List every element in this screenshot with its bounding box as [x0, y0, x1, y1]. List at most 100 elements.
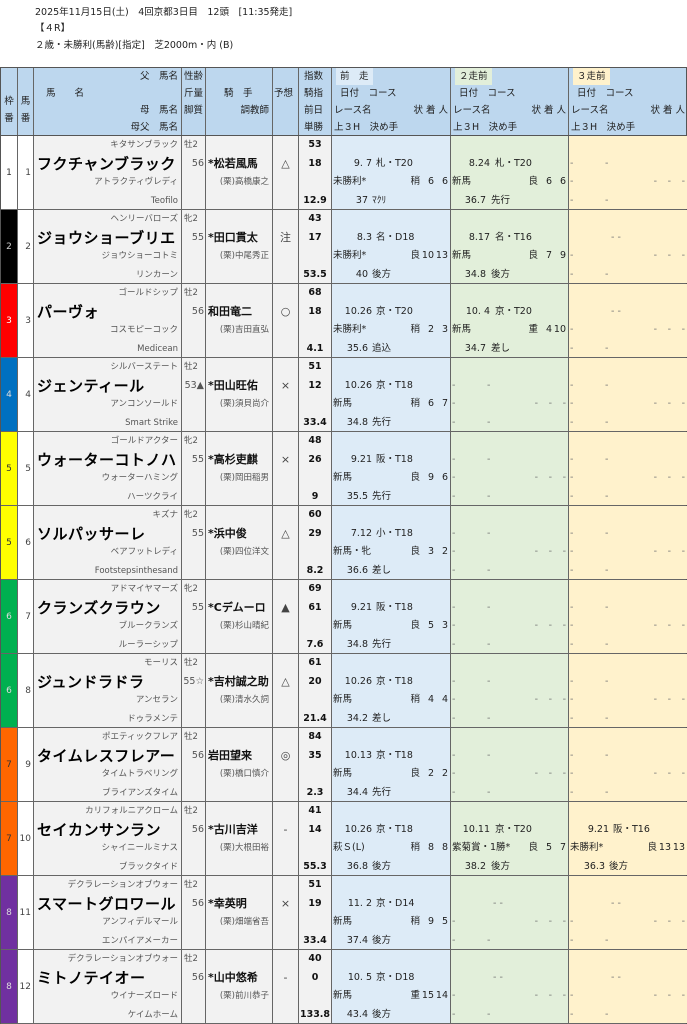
jockey-name[interactable]: *田山旺佑 — [208, 378, 258, 392]
jockey-name[interactable]: 和田竜二 — [208, 304, 252, 318]
jockey-name[interactable]: *幸英明 — [208, 896, 247, 910]
weight: 56 — [191, 305, 204, 317]
final-3h: 38.2 — [464, 860, 486, 872]
running-style: 差し — [491, 342, 511, 354]
prediction-mark: ◎ — [280, 748, 291, 762]
race-course: - — [605, 527, 609, 539]
jockey-name[interactable]: *Cデムーロ — [208, 600, 266, 614]
horse-name[interactable]: セイカンサンラン — [37, 820, 162, 839]
race-course: - — [487, 601, 491, 613]
horse-number: 7 — [18, 580, 34, 653]
prediction-mark: × — [280, 452, 291, 466]
jockey-name[interactable]: *田口貫太 — [208, 230, 258, 244]
horse-number: 1 — [18, 136, 34, 209]
past-race-3: - ------- — [569, 284, 687, 357]
header-status: 状 着 人 — [413, 105, 448, 116]
index-value: 41 — [308, 805, 322, 816]
weight: 56 — [191, 971, 204, 983]
jockey-name[interactable]: *吉村誠之助 — [208, 674, 269, 688]
popularity: 5 — [441, 916, 448, 927]
past-race-3: 9.21 阪・T16 未勝利* 良 13 13 36.3 後方 — [569, 802, 687, 875]
race-result: ---- — [451, 469, 568, 488]
sex-weight-cell: 牡2 56 — [182, 136, 206, 209]
entry-table: 枠番 馬番 父 馬名 馬 名 母 馬名 母父 馬名 性齢 斤量 脚質 騎 手 調… — [0, 67, 687, 1024]
final-3h: 36.7 — [464, 194, 486, 206]
track-condition: 良 — [410, 620, 420, 631]
jockey-name[interactable]: *山中悠希 — [208, 970, 258, 984]
jockey-name[interactable]: *高杉吏麒 — [208, 452, 258, 466]
horse-name[interactable]: パーヴォ — [37, 302, 100, 321]
horse-name[interactable]: ソルパッサーレ — [37, 524, 146, 543]
table-row: 2 2 ヘンリーバローズ ジョウショーブリエ ジョウショーコトミ リンカーン 牝2 55 *田口… — [1, 210, 687, 284]
race-final: -- — [451, 488, 568, 506]
jockey-cell: *山中悠希 (栗)前川恭子 — [206, 950, 273, 1023]
finish-place: 3 — [427, 546, 434, 557]
horse-name[interactable]: ジェンティール — [37, 376, 145, 395]
race-course: 京・T18 — [376, 675, 413, 687]
jockey-index-value: 19 — [308, 897, 322, 909]
race-date: - — [452, 527, 456, 539]
horse-name[interactable]: スマートグロワール — [37, 894, 177, 913]
sire-name: キズナ — [152, 510, 178, 520]
header-name: 馬 名 — [46, 88, 85, 99]
table-row: 6 7 アドマイヤマーズ クランズクラウン ブルークランズ ルーラーシップ 牝2 55 *Cデム… — [1, 580, 687, 654]
header-win-odds: 単勝 — [304, 122, 324, 133]
race-result: 新馬・牝 良 3 2 — [332, 543, 450, 562]
race-final: -- — [451, 710, 568, 728]
race-final: 37.4 後方 — [332, 932, 450, 950]
header-jockey: 騎 手 — [224, 88, 253, 99]
final-3h: 37.4 — [346, 934, 368, 946]
horse-name[interactable]: タイムレスフレアー — [37, 746, 176, 765]
race-final: -- — [569, 710, 687, 728]
trainer-name: (栗)中尾秀正 — [219, 251, 269, 261]
finish-place: - — [548, 916, 552, 927]
horse-name[interactable]: ジュンドラドラ — [37, 672, 145, 691]
race-course: 京・T20 — [495, 305, 532, 317]
sire-name: ヘンリーバローズ — [110, 214, 179, 224]
horse-name-cell: カリフォルニアクローム セイカンサンラン シャイニールミナス ブラックタイド — [34, 802, 182, 875]
waku-number: 1 — [1, 136, 18, 209]
horse-name[interactable]: ジョウショーブリエ — [37, 228, 176, 247]
header-mark: 予想 — [274, 88, 294, 99]
past-race-1: 9. 7 札・T20 未勝利* 稍 6 6 37 ﾏｸﾘ — [332, 136, 451, 209]
prediction-cell: × — [273, 432, 299, 505]
finish-place: 13 — [658, 842, 671, 853]
final-3h: - — [570, 1008, 574, 1020]
damsire-name: ケイムホーム — [127, 1009, 178, 1020]
race-date-course: - - — [569, 895, 687, 914]
header-uma-2: 番 — [20, 113, 31, 124]
running-style: - — [605, 786, 609, 798]
header-trainer: 調教師 — [240, 105, 269, 116]
race-date-course: -- — [451, 525, 568, 544]
jockey-name[interactable]: *浜中俊 — [208, 526, 247, 540]
trainer-name: (栗)杉山晴紀 — [219, 621, 269, 631]
horse-name[interactable]: フクチャンブラック — [37, 154, 176, 173]
race-course: 名・D18 — [376, 231, 415, 243]
race-final: -- — [569, 562, 687, 580]
race-date: 9.21 — [587, 823, 609, 835]
popularity: - — [681, 176, 685, 187]
horse-name[interactable]: ウォーターコトノハ — [37, 450, 177, 469]
race-name: - — [452, 916, 456, 927]
sex-weight-cell: 牡2 56 — [182, 728, 206, 801]
race-date: - - — [493, 897, 503, 909]
sex-age: 牡2 — [184, 806, 198, 816]
horse-name[interactable]: ミトノテイオー — [37, 968, 146, 987]
table-row: 7 10 カリフォルニアクローム セイカンサンラン シャイニールミナス ブラックタイド 牡2… — [1, 802, 687, 876]
race-final: 34.8 先行 — [332, 414, 450, 432]
jockey-name[interactable]: 岩田望来 — [208, 748, 252, 762]
horse-name[interactable]: クランズクラウン — [37, 598, 161, 617]
final-3h: - — [452, 416, 456, 428]
finish-place: - — [548, 990, 552, 1001]
finish-place: 6 — [427, 176, 434, 187]
jockey-name[interactable]: *松若風馬 — [208, 156, 258, 170]
past-race-3: -------- — [569, 358, 687, 431]
jockey-cell: *吉村誠之助 (栗)清水久詞 — [206, 654, 273, 727]
prediction-cell: - — [273, 950, 299, 1023]
jockey-name[interactable]: *古川吉洋 — [208, 822, 258, 836]
index-value: 68 — [308, 287, 322, 298]
horse-name-cell: ゴールドシップ パーヴォ コスモピーコック Medicean — [34, 284, 182, 357]
sex-weight-cell: 牡2 56 — [182, 802, 206, 875]
race-date-course: 9.21 阪・T18 — [332, 599, 450, 618]
sex-age: 牝2 — [184, 584, 198, 594]
